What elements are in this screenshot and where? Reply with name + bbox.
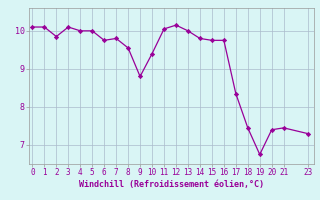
X-axis label: Windchill (Refroidissement éolien,°C): Windchill (Refroidissement éolien,°C) [79, 180, 264, 189]
